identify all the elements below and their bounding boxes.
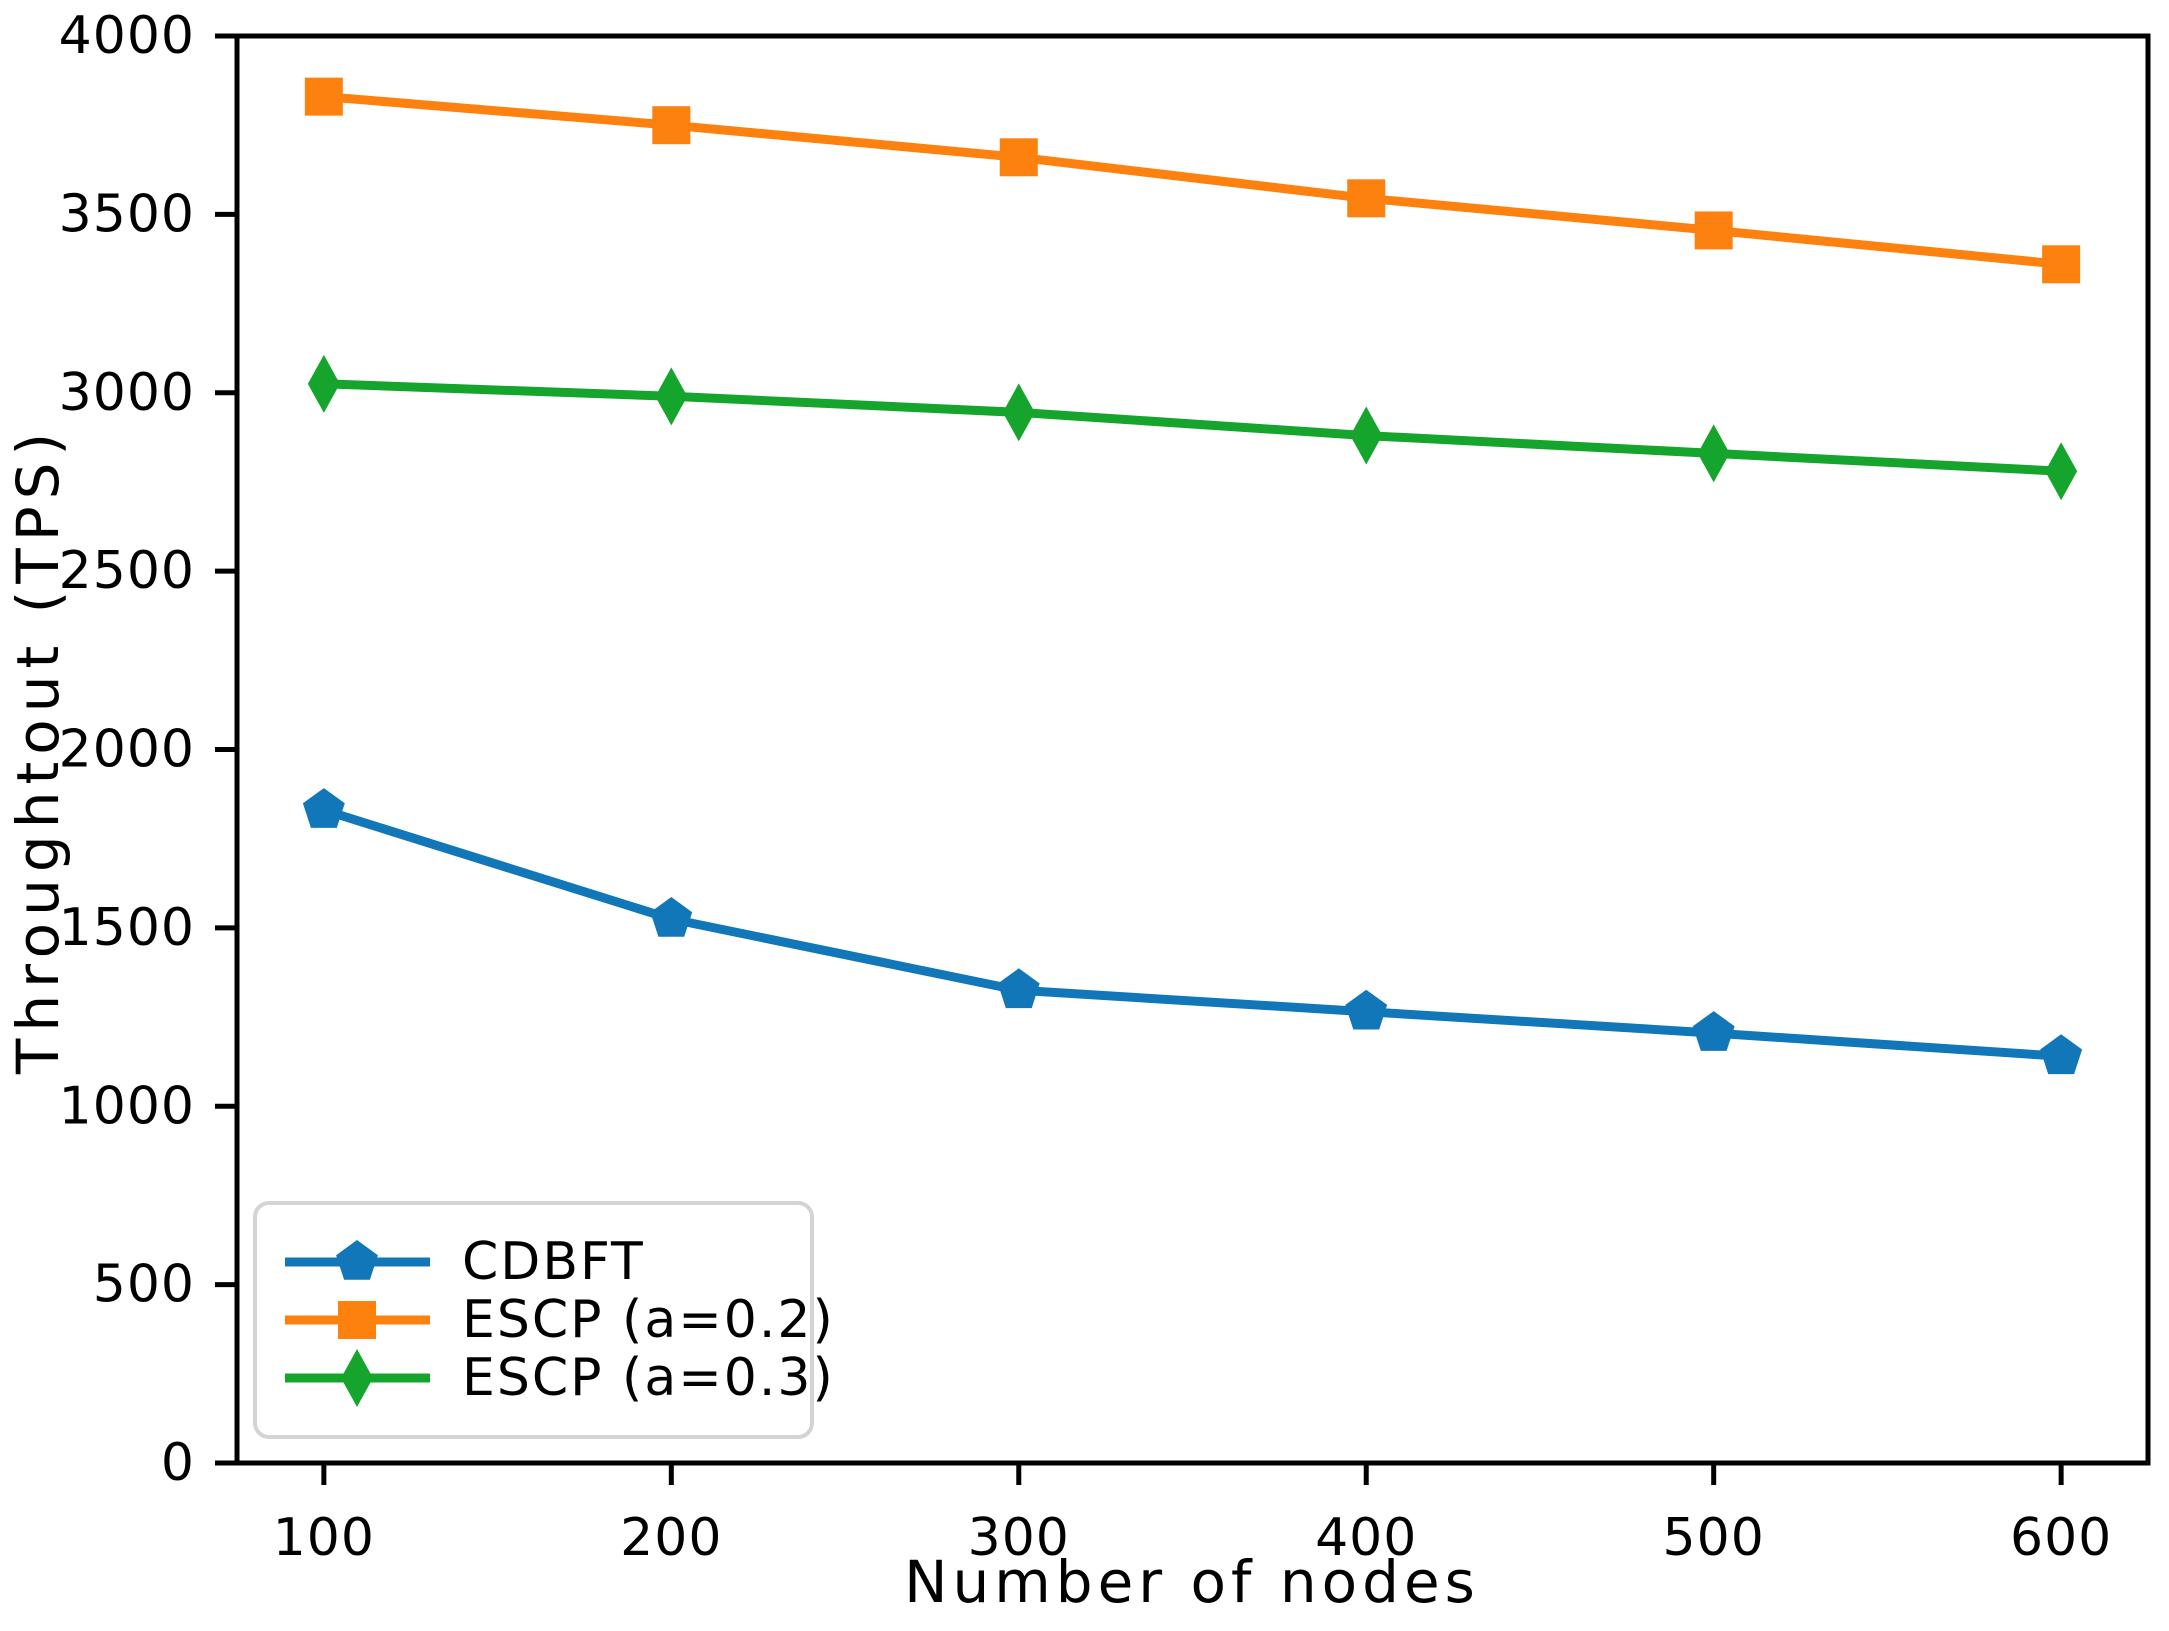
data-marker-diamond bbox=[1350, 406, 1383, 465]
data-marker-diamond bbox=[655, 367, 688, 426]
plot-border bbox=[234, 33, 2151, 1466]
legend-label-1: CDBFT bbox=[462, 1232, 645, 1292]
y-tick-label: 2000 bbox=[59, 720, 195, 780]
series-line-2 bbox=[319, 92, 2066, 269]
x-tick-label: 100 bbox=[273, 1508, 375, 1568]
x-axis-label: Number of nodes bbox=[904, 1548, 1480, 1616]
data-marker-diamond bbox=[307, 354, 340, 413]
y-tick-label: 3000 bbox=[59, 363, 195, 423]
legend-marker-pentagon bbox=[336, 1240, 378, 1280]
series-lines bbox=[302, 77, 2083, 1075]
series-line-3 bbox=[319, 379, 2066, 476]
legend-marker-square bbox=[338, 1301, 376, 1339]
data-marker-diamond bbox=[1697, 424, 1730, 483]
y-tick-label: 1000 bbox=[59, 1076, 195, 1136]
legend-label-3: ESCP (a=0.3) bbox=[462, 1348, 835, 1408]
data-marker-pentagon bbox=[1692, 1011, 1735, 1051]
data-marker-square bbox=[999, 138, 1038, 177]
x-tick-label: 600 bbox=[2010, 1508, 2112, 1568]
data-marker-square bbox=[1694, 211, 1733, 250]
y-tick-label: 2500 bbox=[59, 541, 195, 601]
legend-label-2: ESCP (a=0.2) bbox=[462, 1290, 835, 1350]
y-axis-label: Throughtout (TPS) bbox=[4, 426, 72, 1075]
data-marker-square bbox=[652, 106, 691, 145]
series-line-1 bbox=[319, 805, 2066, 1061]
x-tick-label: 200 bbox=[620, 1508, 722, 1568]
legend-marker-diamond bbox=[341, 1349, 373, 1407]
axes: 0 500 1000 1500 2000 2500 3000 3500 4000 100 200 30… bbox=[59, 6, 2151, 1568]
y-tick-label: 0 bbox=[161, 1433, 195, 1493]
x-tick-label: 500 bbox=[1663, 1508, 1765, 1568]
y-tick-label: 3500 bbox=[59, 184, 195, 244]
data-marker-diamond bbox=[2045, 442, 2078, 501]
x-tick-label: 300 bbox=[968, 1508, 1070, 1568]
y-tick-label: 4000 bbox=[59, 6, 195, 66]
data-marker-square bbox=[1347, 179, 1386, 218]
data-marker-pentagon bbox=[650, 897, 693, 937]
data-marker-pentagon bbox=[302, 788, 345, 828]
data-marker-diamond bbox=[1002, 383, 1035, 442]
y-tick-label: 500 bbox=[93, 1255, 195, 1315]
x-tick-label: 400 bbox=[1315, 1508, 1417, 1568]
data-marker-pentagon bbox=[2040, 1034, 2083, 1075]
data-marker-square bbox=[2042, 245, 2081, 284]
y-tick-label: 1500 bbox=[59, 898, 195, 958]
data-marker-pentagon bbox=[1345, 989, 1388, 1030]
data-marker-square bbox=[304, 77, 343, 116]
data-marker-pentagon bbox=[997, 968, 1040, 1009]
